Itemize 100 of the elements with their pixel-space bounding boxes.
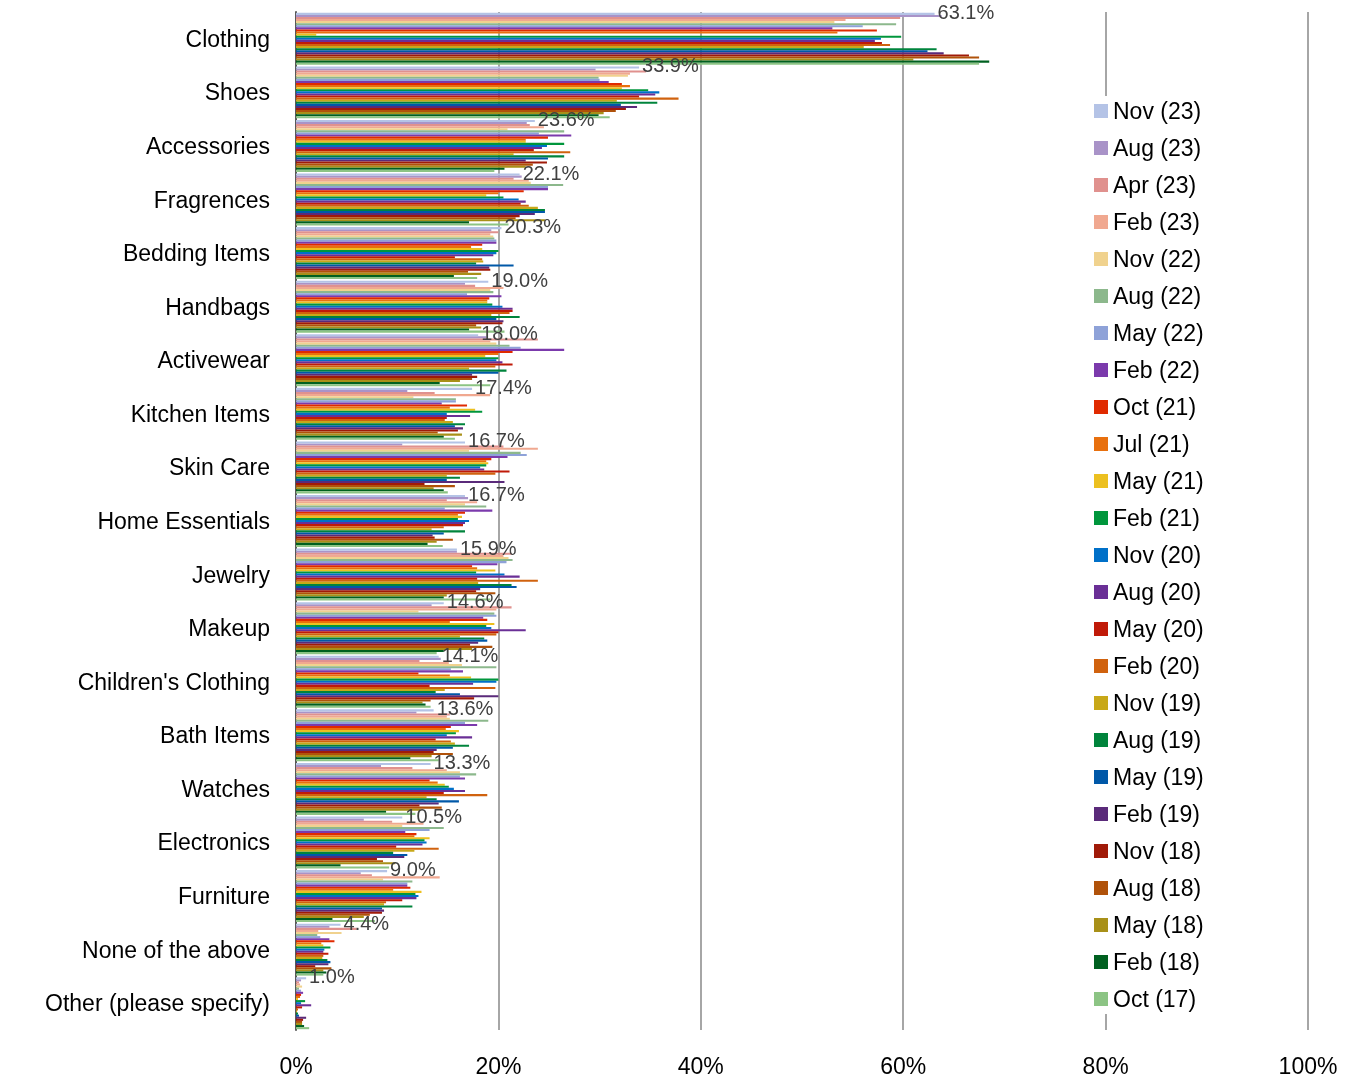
- bar: [296, 196, 504, 199]
- bar: [296, 967, 332, 970]
- legend-label: Oct (21): [1113, 394, 1197, 420]
- bar: [296, 48, 937, 51]
- y-tick-label: Skin Care: [169, 454, 270, 481]
- bar: [296, 163, 533, 166]
- legend-label: Nov (18): [1113, 838, 1202, 864]
- bar: [296, 87, 622, 90]
- bar: [296, 540, 437, 543]
- bar: [296, 699, 431, 702]
- bar: [296, 151, 571, 154]
- bar: [296, 511, 465, 514]
- bar: [296, 828, 430, 832]
- bar: [296, 50, 928, 53]
- bar: [296, 1006, 303, 1009]
- y-tick-label: Activewear: [157, 347, 271, 374]
- bar: [296, 625, 487, 628]
- bar: [296, 505, 487, 508]
- bar: [296, 99, 617, 102]
- bar: [296, 686, 496, 690]
- bar: [296, 831, 406, 834]
- bar: [296, 820, 393, 823]
- bar: [296, 752, 453, 756]
- bar: [296, 822, 424, 825]
- bar: [296, 845, 397, 848]
- bar: [296, 561, 507, 564]
- bar: [296, 915, 364, 918]
- bar: [296, 105, 638, 108]
- bar: [296, 810, 387, 813]
- bar: [296, 101, 658, 104]
- bar: [296, 577, 478, 580]
- bar: [296, 905, 413, 908]
- bar: [296, 725, 451, 729]
- bar: [296, 169, 495, 172]
- bar: [296, 437, 455, 440]
- bar: [296, 284, 476, 287]
- bar: [296, 33, 317, 36]
- bar: [296, 414, 471, 417]
- bar: [296, 931, 342, 935]
- bar: [296, 509, 493, 512]
- y-tick-label: Kitchen Items: [130, 400, 270, 427]
- legend-label: Nov (19): [1113, 690, 1202, 716]
- bar: [296, 526, 444, 529]
- bar: [296, 202, 521, 205]
- y-tick-label: Furniture: [177, 883, 270, 910]
- bar: [296, 872, 361, 875]
- bar: [296, 274, 454, 278]
- bar: [296, 610, 419, 613]
- bar: [296, 342, 497, 345]
- y-tick-label: Jewelry: [192, 561, 271, 588]
- bar: [296, 880, 413, 883]
- bar: [296, 282, 465, 285]
- bar: [296, 1027, 310, 1030]
- bar: [296, 676, 472, 679]
- bar: [296, 262, 477, 265]
- bar: [296, 97, 679, 100]
- bar: [296, 674, 450, 677]
- bar: [296, 12, 935, 15]
- bar: [296, 215, 520, 218]
- bar: [296, 286, 504, 290]
- x-tick-label: 40%: [677, 1052, 724, 1079]
- bar: [296, 876, 440, 879]
- bar: [296, 161, 547, 164]
- bar: [296, 190, 524, 193]
- bar: [296, 695, 499, 698]
- bar: [296, 421, 453, 424]
- bar: [296, 128, 508, 131]
- bar: [296, 466, 481, 469]
- bar: [296, 83, 622, 86]
- bar: [296, 328, 470, 331]
- bar: [296, 571, 477, 574]
- bar: [296, 649, 444, 653]
- bar: [296, 25, 863, 28]
- legend-label: May (19): [1113, 764, 1204, 790]
- bar: [296, 316, 520, 319]
- bar: [296, 483, 425, 486]
- bar: [296, 579, 538, 582]
- data-label: 13.6%: [436, 697, 494, 720]
- bar: [296, 350, 513, 353]
- bar: [296, 194, 487, 197]
- bar: [296, 659, 420, 662]
- bar: [296, 851, 394, 854]
- bar: [296, 723, 478, 726]
- bar: [296, 206, 538, 209]
- bar: [296, 746, 453, 749]
- bar: [296, 645, 493, 648]
- bar: [296, 682, 474, 685]
- bar: [296, 1002, 302, 1005]
- bar: [296, 367, 470, 370]
- bar: [296, 556, 509, 559]
- bar: [296, 380, 460, 383]
- y-tick-label: Bedding Items: [122, 240, 270, 267]
- data-label: 16.7%: [468, 483, 525, 506]
- bar: [296, 767, 413, 770]
- bar: [296, 371, 499, 374]
- data-label: 22.1%: [522, 161, 580, 184]
- bar: [296, 136, 548, 139]
- bar: [296, 495, 465, 498]
- bar: [296, 474, 447, 477]
- bar: [296, 513, 458, 516]
